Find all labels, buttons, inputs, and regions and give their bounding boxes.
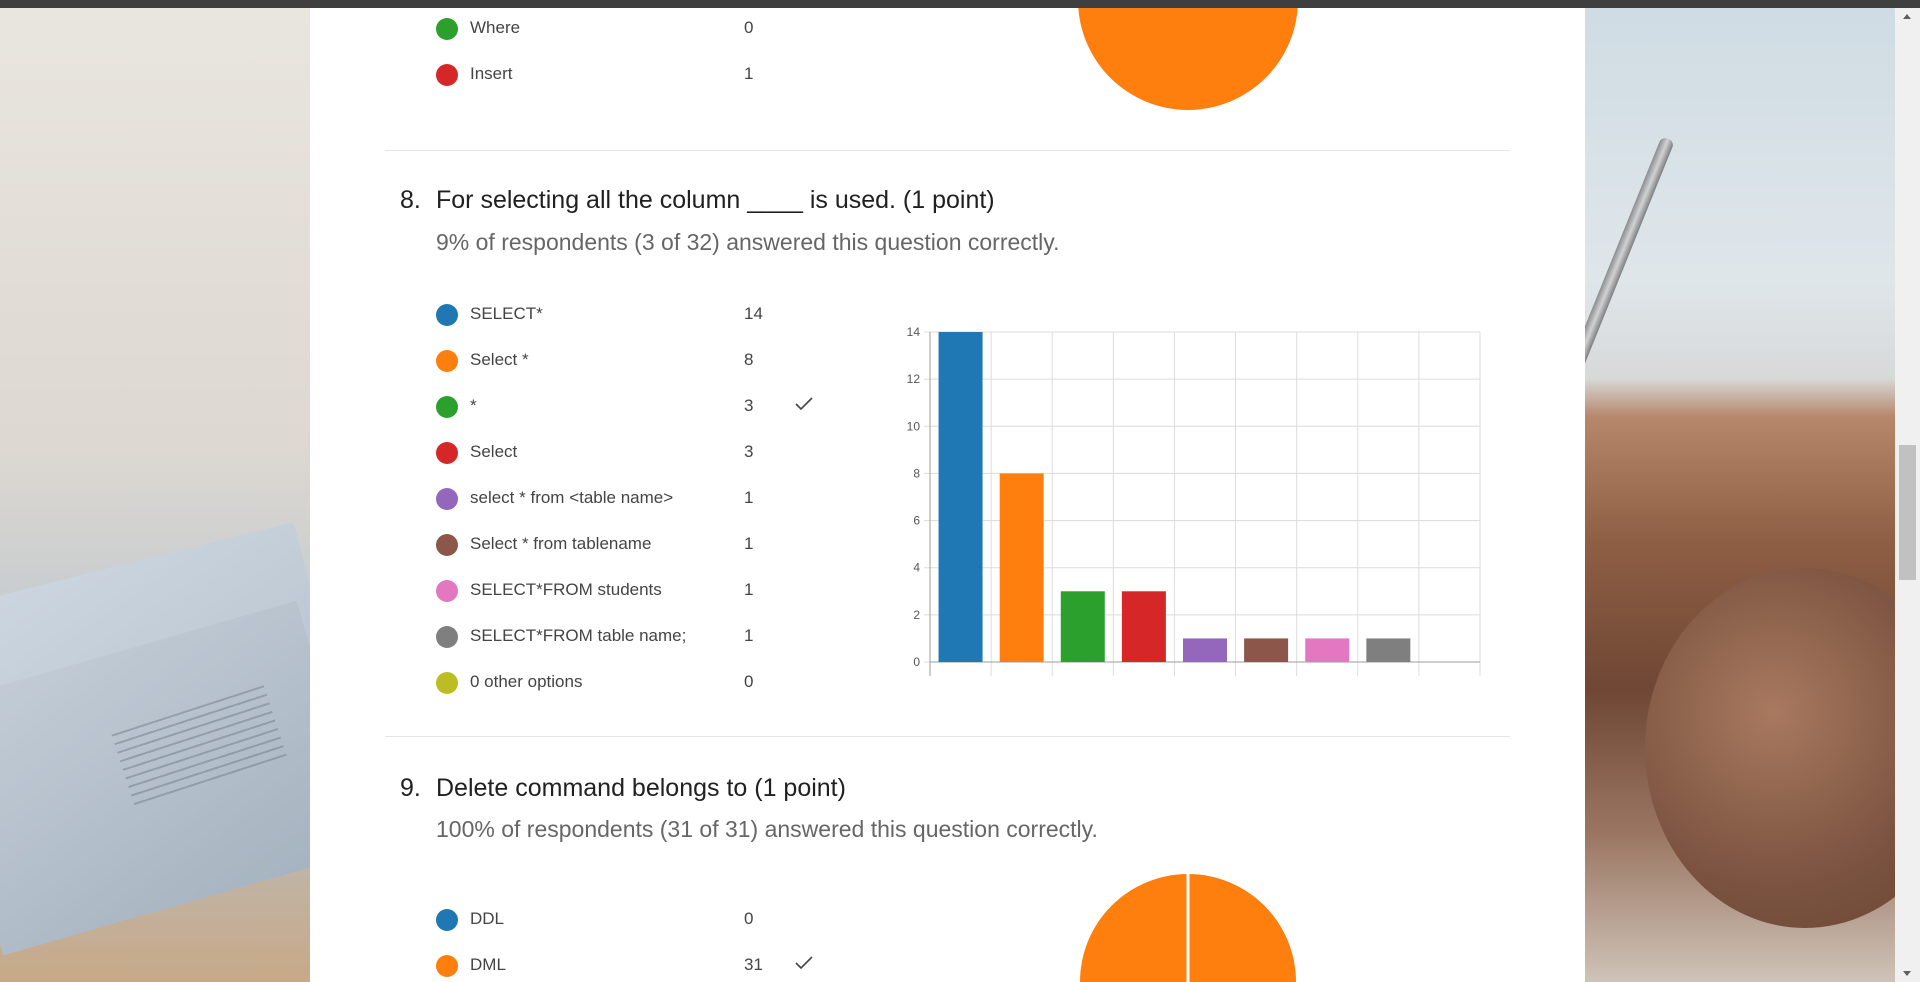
option-row: 0 other options 0: [436, 666, 856, 700]
option-row: DML 31: [436, 949, 856, 982]
option-count: 8: [744, 350, 754, 369]
option-count: 14: [744, 304, 763, 323]
separator: [385, 150, 1510, 151]
y-tick-label: 12: [907, 372, 921, 386]
y-tick-label: 14: [907, 325, 921, 339]
option-count: 1: [744, 580, 754, 599]
legend-dot-icon: [436, 580, 458, 602]
bar: [1244, 638, 1289, 662]
pie-slice: [1078, 8, 1298, 110]
background-photo-right: [1585, 8, 1895, 982]
scroll-up-arrow-icon[interactable]: [1903, 14, 1911, 19]
legend-dot-icon: [436, 909, 458, 931]
correct-check-icon: [795, 956, 813, 970]
question-7-pie-chart: [1078, 8, 1298, 110]
y-tick-label: 10: [907, 419, 921, 433]
bar: [1121, 591, 1166, 662]
background-photo-left: [0, 8, 310, 982]
option-count: 1: [744, 488, 754, 507]
option-row: Select * 8: [436, 344, 856, 378]
legend-dot-icon: [436, 396, 458, 418]
bar: [1305, 638, 1350, 662]
option-count: 1: [744, 64, 754, 83]
legend-dot-icon: [436, 442, 458, 464]
bar: [1183, 638, 1227, 662]
option-row: Insert 1: [436, 58, 856, 92]
option-count: 3: [744, 396, 754, 415]
option-row: DDL 0: [436, 903, 856, 937]
option-label: *: [470, 396, 477, 415]
option-row: SELECT*FROM students 1: [436, 574, 856, 608]
option-row: Where 0: [436, 12, 856, 46]
option-count: 1: [744, 534, 754, 553]
option-row: Select 3: [436, 436, 856, 470]
legend-dot-icon: [436, 350, 458, 372]
option-label: DML: [470, 955, 506, 974]
option-label: SELECT*: [470, 304, 543, 323]
option-count: 31: [744, 955, 763, 974]
question-8-summary: 9% of respondents (3 of 32) answered thi…: [436, 229, 1060, 255]
question-text: Delete command belongs to (1 point): [436, 774, 846, 802]
option-row: Select * from tablename 1: [436, 528, 856, 562]
option-label: Insert: [470, 64, 513, 83]
browser-top-bar: [0, 0, 1920, 8]
option-count: 0: [744, 909, 754, 928]
question-number: 9.: [400, 774, 421, 802]
option-count: 3: [744, 442, 754, 461]
page-scrollbar[interactable]: [1895, 8, 1920, 982]
option-label: select * from <table name>: [470, 488, 674, 507]
y-tick-label: 6: [913, 514, 920, 528]
bar: [938, 332, 983, 662]
y-tick-label: 4: [913, 561, 920, 575]
scrollbar-thumb[interactable]: [1899, 445, 1916, 580]
bar: [999, 473, 1044, 662]
bar: [1060, 591, 1105, 662]
question-9-summary: 100% of respondents (31 of 31) answered …: [436, 816, 1098, 842]
y-tick-label: 2: [913, 608, 920, 622]
option-count: 1: [744, 626, 754, 645]
option-label: SELECT*FROM table name;: [470, 626, 687, 645]
option-label: Select: [470, 442, 518, 461]
option-label: Where: [470, 18, 521, 37]
results-card: Where 0 Insert 1 8. For selecting all the co…: [310, 8, 1585, 982]
y-tick-label: 8: [913, 466, 920, 480]
legend-dot-icon: [436, 955, 458, 977]
legend-dot-icon: [436, 672, 458, 694]
option-row: * 3: [436, 390, 856, 424]
separator: [385, 736, 1510, 737]
legend-dot-icon: [436, 488, 458, 510]
option-row: select * from <table name> 1: [436, 482, 856, 516]
correct-check-icon: [795, 397, 813, 411]
question-9-pie-chart: [1080, 872, 1296, 982]
option-row: SELECT*FROM table name; 1: [436, 620, 856, 654]
option-label: Select * from tablename: [470, 534, 652, 553]
scroll-down-arrow-icon[interactable]: [1903, 971, 1911, 976]
legend-dot-icon: [436, 626, 458, 648]
legend-dot-icon: [436, 64, 458, 86]
option-label: 0 other options: [470, 672, 583, 691]
option-label: SELECT*FROM students: [470, 580, 662, 599]
legend-dot-icon: [436, 304, 458, 326]
option-row: SELECT* 14: [436, 298, 856, 332]
question-8-bar-chart: 0 2 4 6 8 10 12 14: [907, 325, 1481, 676]
option-label: DDL: [470, 909, 505, 928]
y-tick-label: 0: [913, 655, 920, 669]
option-label: Select *: [470, 350, 529, 369]
bar: [1366, 638, 1411, 662]
option-count: 0: [744, 672, 754, 691]
legend-dot-icon: [436, 534, 458, 556]
legend-dot-icon: [436, 18, 458, 40]
question-number: 8.: [400, 186, 421, 214]
option-count: 0: [744, 18, 754, 37]
question-9-title: 9. Delete command belongs to (1 point): [400, 774, 846, 803]
question-8-title: 8. For selecting all the column ____ is u…: [400, 186, 995, 215]
question-text: For selecting all the column ____ is use…: [436, 186, 995, 214]
